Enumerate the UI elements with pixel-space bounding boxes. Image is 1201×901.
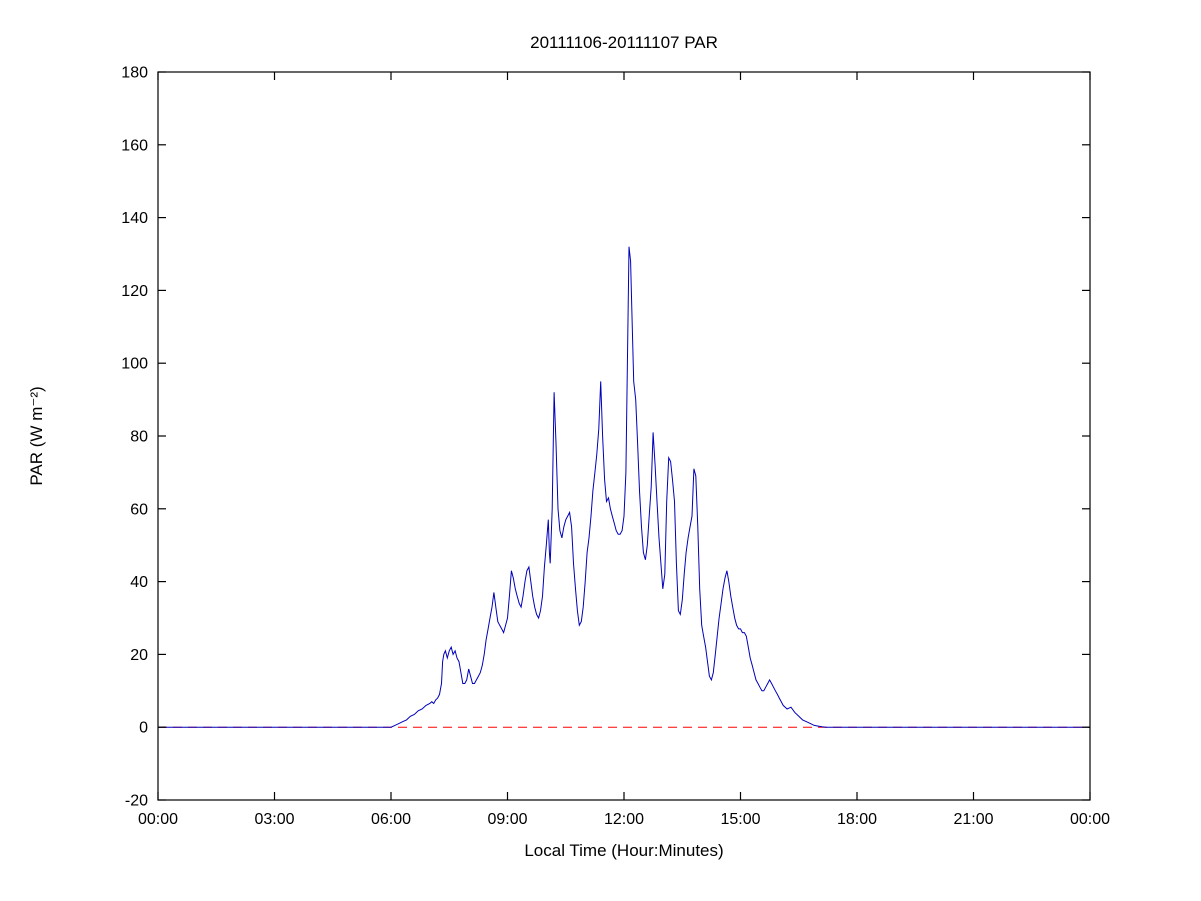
y-tick-label: 0 [139,720,148,737]
chart-title: 20111106-20111107 PAR [530,33,718,52]
x-tick-label: 09:00 [487,811,527,828]
y-tick-label: 160 [121,137,148,154]
y-tick-label: 60 [130,501,148,518]
x-tick-label: 12:00 [604,811,644,828]
y-tick-label: 20 [130,647,148,664]
y-tick-label: 100 [121,356,148,373]
x-tick-label: 18:00 [837,811,877,828]
y-tick-label: 40 [130,574,148,591]
par-series-line [158,246,1090,728]
x-tick-label: 00:00 [138,811,178,828]
y-tick-label: 120 [121,283,148,300]
y-tick-label: 140 [121,210,148,227]
x-tick-label: 03:00 [254,811,294,828]
y-tick-label: -20 [125,793,148,810]
y-tick-label: 80 [130,429,148,446]
x-axis-label: Local Time (Hour:Minutes) [524,841,723,860]
x-tick-label: 21:00 [953,811,993,828]
x-tick-label: 15:00 [720,811,760,828]
y-axis-label: PAR (W m⁻²) [27,386,46,485]
x-tick-label: 00:00 [1070,811,1110,828]
axes-box [157,71,1091,801]
x-tick-label: 06:00 [371,811,411,828]
y-tick-label: 180 [121,65,148,82]
